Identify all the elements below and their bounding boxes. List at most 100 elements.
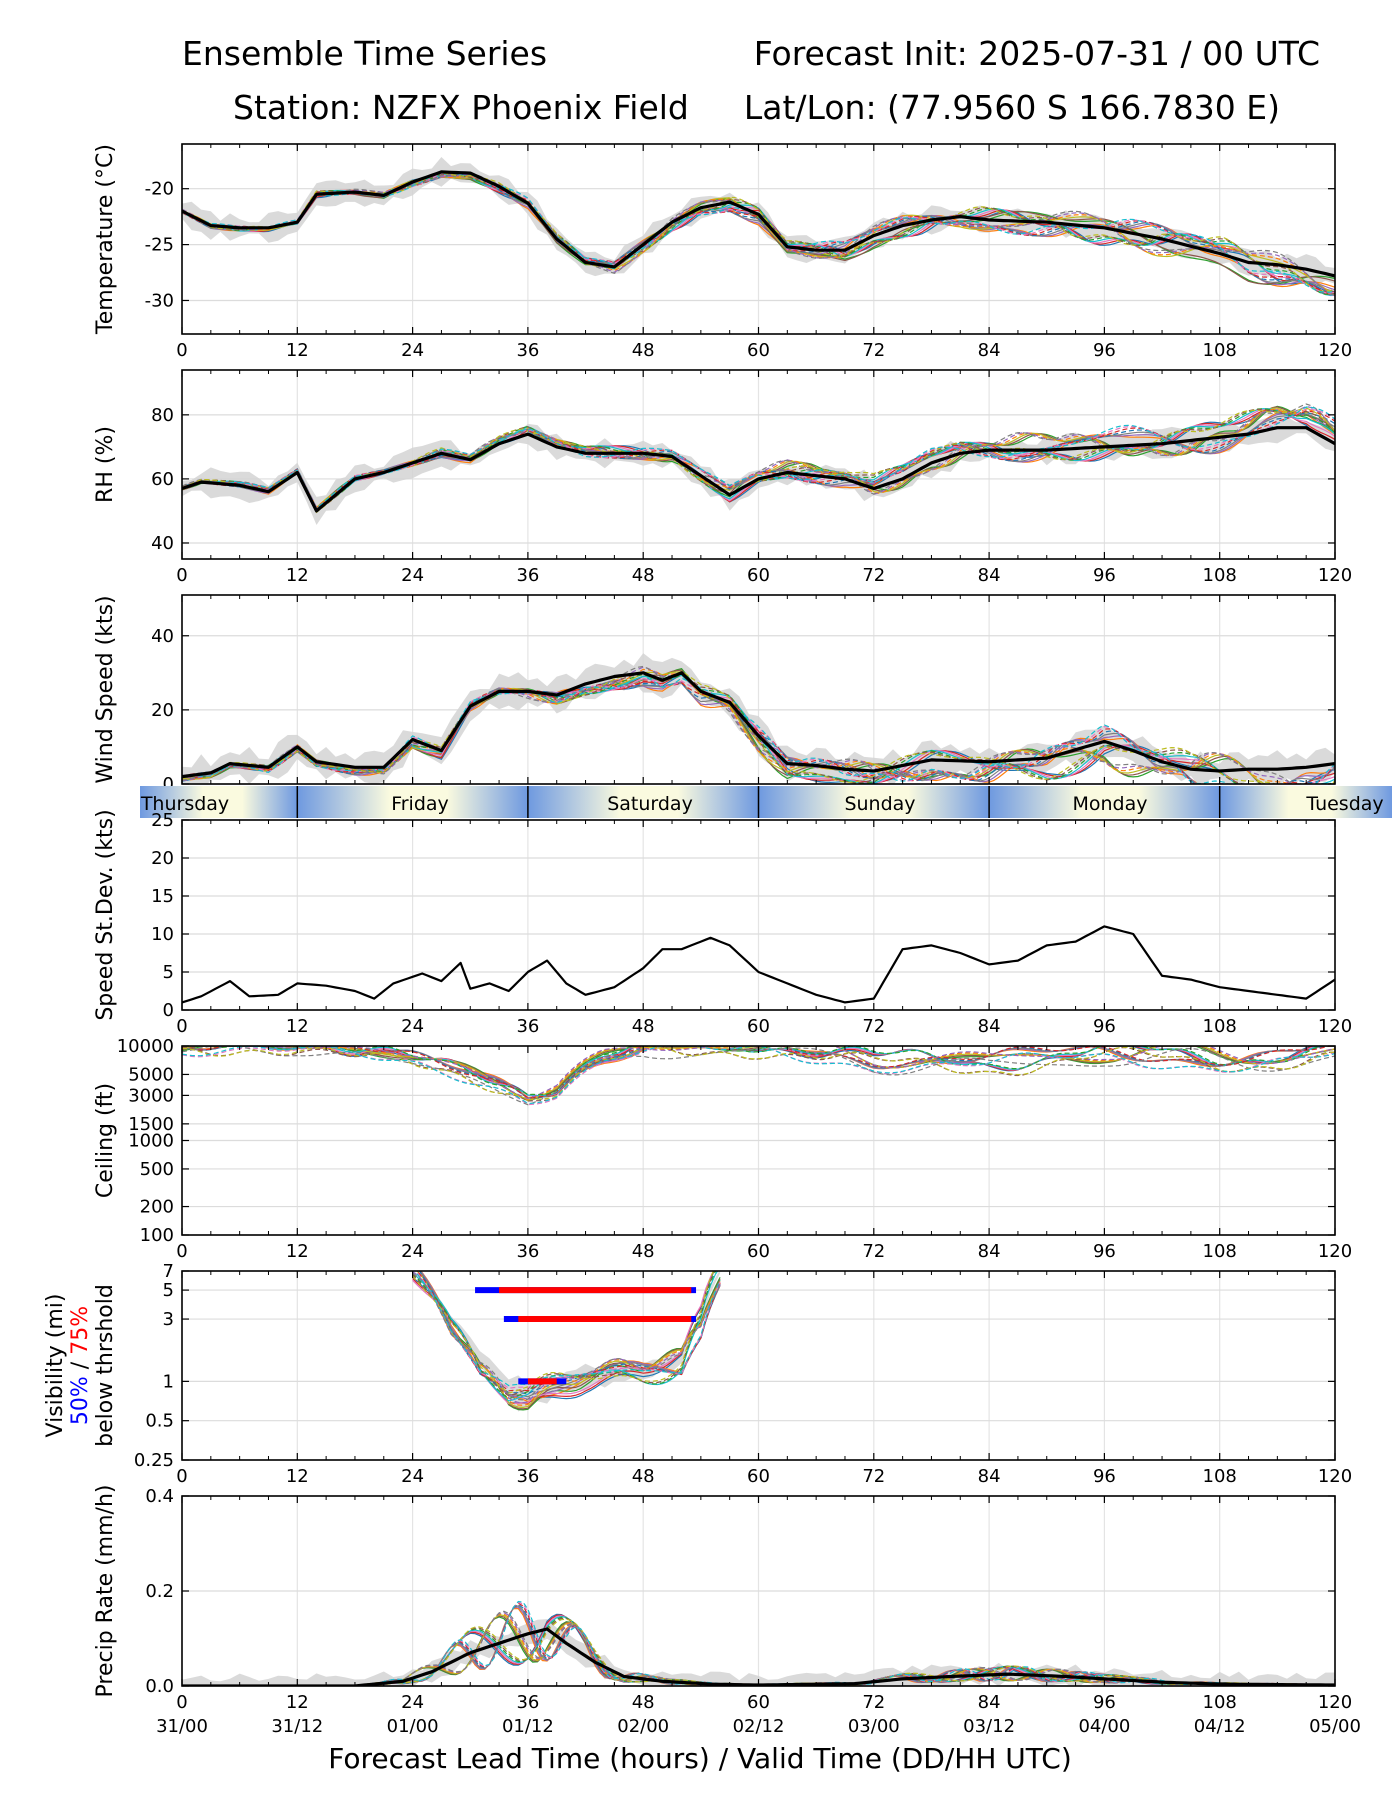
x-tick-label: 24 [401,1016,424,1037]
ensemble-member-line [182,668,1292,784]
x-tick-label: 36 [516,1466,539,1487]
day-label: Thursday [140,793,229,815]
x-tick-label: 96 [1093,1466,1116,1487]
y-tick-label: 1500 [128,1114,174,1135]
y-tick-label: 5 [163,1280,174,1301]
x-tick-label: 60 [747,1692,770,1713]
x-tick-label: 84 [978,340,1001,361]
ensemble-member-line [412,1271,715,1404]
x-tick-label: 36 [516,1692,539,1713]
x-tick-label: 120 [1318,1016,1352,1037]
ensemble-member-line [182,675,1335,784]
y-tick-label: 10000 [117,1036,174,1057]
ensemble-member-line [182,665,1335,784]
valid-time-label: 04/12 [1194,1716,1246,1737]
panel-1: 0 12 24 36 48 60 72 84 96 108 120 40 60 80 RH (%) [93,369,1352,586]
x-tick-label: 48 [632,340,655,361]
day-label: Friday [391,793,449,815]
y-tick-label: 5 [163,962,174,983]
x-tick-label: 12 [286,1466,309,1487]
day-label: Sunday [844,793,915,815]
title-left: Ensemble Time Series [182,34,548,73]
valid-time-label: 02/00 [617,1716,669,1737]
y-tick-label: 0.5 [145,1411,174,1432]
x-tick-label: 48 [632,1016,655,1037]
x-tick-label: 108 [1203,1241,1237,1262]
x-tick-label: 12 [286,565,309,586]
y-tick-label: -20 [145,179,174,200]
p50-label: 50% [68,1376,93,1425]
x-tick-label: 120 [1318,1466,1352,1487]
x-tick-label: 72 [862,340,885,361]
x-tick-label: 60 [747,565,770,586]
stdev-line [182,925,1335,1004]
y-axis-label: Ceiling (ft) [93,1083,118,1198]
y-tick-label: 5000 [128,1064,174,1085]
day-band-segment [297,786,528,818]
plot-area [182,653,1335,784]
valid-time-label: 01/00 [387,1716,439,1737]
ensemble-member-line [412,1271,715,1394]
y-axis-label: Visibility (mi) [43,1294,68,1438]
x-tick-label: 72 [862,565,885,586]
x-tick-label: 0 [176,565,187,586]
x-tick-label: 0 [176,1692,187,1713]
title-latlon: Lat/Lon: (77.9560 S 166.7830 E) [743,88,1280,127]
y-tick-label: 10 [151,924,174,945]
x-tick-label: 84 [978,565,1001,586]
x-tick-label: 72 [862,1241,885,1262]
ensemble-member-line [182,670,1335,784]
day-label: Saturday [607,793,693,815]
x-tick-label: 72 [862,1692,885,1713]
ensemble-mean-line [182,170,1335,278]
x-tick-label: 0 [176,1016,187,1037]
x-tick-label: 48 [632,1466,655,1487]
visibility-threshold-label: below thrshold [93,1284,118,1447]
ensemble-member-line [419,1271,721,1410]
y-tick-label: 20 [151,848,174,869]
y-tick-label: 25 [151,810,174,831]
y-tick-label: 1000 [128,1131,174,1152]
x-tick-label: 96 [1093,1016,1116,1037]
p75-label: 75% [68,1306,93,1355]
ensemble-member-line [419,1271,721,1411]
ensemble-member-line [182,673,1335,784]
y-tick-label: -30 [145,290,174,311]
y-tick-label: 80 [151,405,174,426]
x-tick-label: 60 [747,340,770,361]
panel-0: 0 12 24 36 48 60 72 84 96 108 120 -20 -25 -30 Temperat… [93,143,1352,361]
panel-3: Thursday Friday Saturday Sunday Monday Tuesda… [93,786,1392,1037]
x-tick-label: 72 [862,1016,885,1037]
ensemble-mean-line [182,426,1335,513]
x-tick-label: 36 [516,1241,539,1262]
day-band-segment [989,786,1220,818]
valid-time-label: 01/12 [502,1716,554,1737]
y-tick-label: 0.4 [145,1486,174,1507]
y-tick-label: 7 [163,1261,174,1282]
x-tick-label: 60 [747,1016,770,1037]
y-axis-label: RH (%) [93,426,118,503]
ensemble-member-line [182,1046,1335,1101]
x-tick-label: 24 [401,1692,424,1713]
valid-time-label: 03/12 [963,1716,1015,1737]
x-tick-label: 72 [862,1466,885,1487]
y-tick-label: 500 [140,1159,174,1180]
title-station: Station: NZFX Phoenix Field [233,88,689,127]
x-tick-label: 108 [1203,1692,1237,1713]
valid-time-label: 31/00 [156,1716,208,1737]
x-tick-label: 36 [516,340,539,361]
y-tick-label: 20 [151,700,174,721]
panel-5: 0 12 24 36 48 60 72 84 96 108 120 75 3 1 0.5 0.25 Visibi… [43,1261,1352,1487]
x-tick-label: 108 [1203,1466,1237,1487]
x-tick-label: 108 [1203,1016,1237,1037]
panel-2: 0122436486072849610812002040Wind Speed (… [93,594,1352,811]
valid-time-label: 05/00 [1309,1716,1361,1737]
title-forecast-init: Forecast Init: 2025-07-31 / 00 UTC [753,34,1320,73]
x-tick-label: 0 [176,1241,187,1262]
plot-area [412,1271,721,1412]
day-label: Tuesday [1305,793,1383,815]
y-tick-label: -25 [145,235,174,256]
ensemble-mean-line [182,671,1335,779]
